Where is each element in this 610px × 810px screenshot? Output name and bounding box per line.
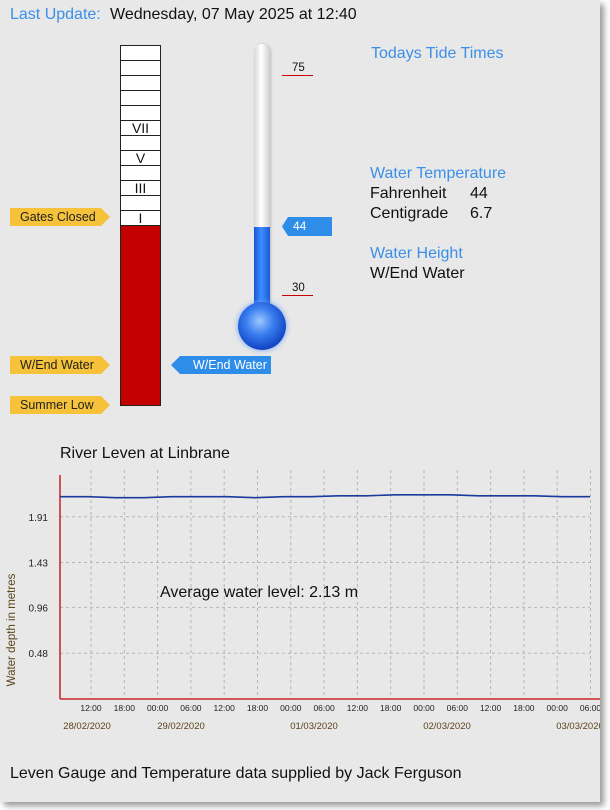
data-credit: Leven Gauge and Temperature data supplie… <box>10 765 462 782</box>
gauge-row-iii: III <box>121 181 160 196</box>
water-height-heading: Water Height <box>370 245 463 262</box>
x-tick-label: 12:00 <box>480 703 502 713</box>
x-tick-label: 18:00 <box>513 703 535 713</box>
gauge-row <box>121 61 160 76</box>
gauge-row <box>121 136 160 151</box>
thermometer-tick-high-line <box>282 75 313 76</box>
date-label: 28/02/2020 <box>63 721 111 732</box>
gauge-row-i: I <box>121 211 160 226</box>
x-tick-label: 18:00 <box>114 703 136 713</box>
last-update-value: Wednesday, 07 May 2025 at 12:40 <box>110 6 357 23</box>
y-tick-label: 1.91 <box>29 513 49 524</box>
chart-title: River Leven at Linbrane <box>60 445 230 462</box>
water-height-value: W/End Water <box>370 265 465 282</box>
gauge-row <box>121 106 160 121</box>
gauge-row <box>121 196 160 211</box>
thermometer-tick-low: 30 <box>292 282 305 294</box>
date-label: 02/03/2020 <box>423 721 471 732</box>
y-tick-label: 0.48 <box>29 649 49 660</box>
x-tick-label: 00:00 <box>147 703 169 713</box>
date-label: 29/02/2020 <box>157 721 205 732</box>
x-tick-label: 00:00 <box>547 703 569 713</box>
date-label: 01/03/2020 <box>290 721 338 732</box>
date-label: 03/03/2020 <box>556 721 600 732</box>
thermometer-bulb <box>238 302 286 350</box>
x-tick-label: 00:00 <box>280 703 302 713</box>
summer-low-tag: Summer Low <box>10 396 110 414</box>
gauge-row <box>121 46 160 61</box>
x-tick-label: 12:00 <box>347 703 369 713</box>
gauge-water-fill <box>121 226 160 405</box>
wend-water-tag: W/End Water <box>10 356 110 374</box>
y-tick-label: 0.96 <box>29 603 49 614</box>
thermometer-tick-low-line <box>282 295 313 296</box>
water-level-gauge: VII V III I <box>120 45 161 406</box>
average-level-annotation: Average water level: 2.13 m <box>160 584 358 601</box>
x-tick-label: 12:00 <box>80 703 102 713</box>
gates-closed-tag: Gates Closed <box>10 208 110 226</box>
tide-times-heading: Todays Tide Times <box>371 45 504 62</box>
current-level-marker: W/End Water <box>171 356 271 374</box>
centigrade-label: Centigrade <box>370 205 449 222</box>
centigrade-value: 6.7 <box>470 205 493 222</box>
thermometer-fill <box>254 227 270 308</box>
fahrenheit-label: Fahrenheit <box>370 185 447 202</box>
y-tick-label: 1.43 <box>29 559 49 570</box>
gauge-row-vii: VII <box>121 121 160 136</box>
x-tick-label: 18:00 <box>380 703 402 713</box>
last-update-label: Last Update: <box>10 6 101 23</box>
x-tick-label: 18:00 <box>247 703 269 713</box>
gauge-row <box>121 166 160 181</box>
x-tick-label: 00:00 <box>413 703 435 713</box>
x-tick-label: 06:00 <box>447 703 469 713</box>
x-tick-label: 06:00 <box>313 703 335 713</box>
gauge-row <box>121 91 160 106</box>
x-tick-label: 06:00 <box>180 703 202 713</box>
water-level-chart: 0.48 0.96 1.43 1.91 12:00 18:00 00:00 06:00 12:0… <box>6 470 600 732</box>
x-tick-label: 06:00 <box>580 703 600 713</box>
x-tick-label: 12:00 <box>214 703 236 713</box>
thermometer-tick-high: 75 <box>292 62 305 74</box>
gauge-row <box>121 76 160 91</box>
gauge-row-v: V <box>121 151 160 166</box>
y-axis-title: Water depth in metres <box>6 573 18 686</box>
thermometer-reading-marker: 44 <box>282 217 332 236</box>
fahrenheit-value: 44 <box>470 185 488 202</box>
water-temperature-heading: Water Temperature <box>370 165 507 182</box>
series-line <box>60 493 590 499</box>
